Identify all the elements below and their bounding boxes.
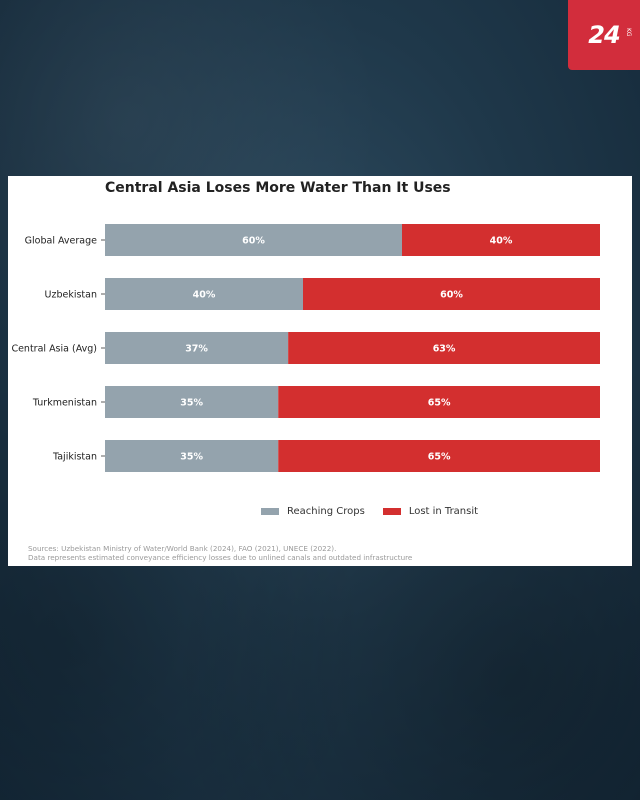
- data-label-lost-in-transit-uzbekistan: 60%: [440, 290, 463, 301]
- category-label-tajikistan: Tajikistan: [52, 452, 97, 463]
- category-label-turkmenistan: Turkmenistan: [32, 398, 97, 409]
- data-label-reaching-crops-tajikistan: 35%: [180, 452, 203, 463]
- bar-lost-in-transit-tajikistan[interactable]: [278, 440, 600, 472]
- legend-swatch-reaching-crops: [261, 508, 279, 515]
- data-label-lost-in-transit-turkmenistan: 65%: [428, 398, 451, 409]
- data-label-reaching-crops-uzbekistan: 40%: [193, 290, 216, 301]
- bar-lost-in-transit-global-average[interactable]: [402, 224, 600, 256]
- bar-reaching-crops-global-average[interactable]: [105, 224, 402, 256]
- legend-label-lost-in-transit: Lost in Transit: [408, 506, 479, 517]
- legend-item-lost-in-transit: Lost in Transit: [382, 506, 479, 517]
- brand-logo[interactable]: 24 KG: [568, 0, 640, 70]
- bar-reaching-crops-uzbekistan[interactable]: [105, 278, 303, 310]
- bar-reaching-crops-tajikistan[interactable]: [105, 440, 279, 472]
- sources-note: Data represents estimated conveyance eff…: [28, 553, 413, 562]
- bar-reaching-crops-turkmenistan[interactable]: [105, 386, 279, 418]
- bar-lost-in-transit-turkmenistan[interactable]: [278, 386, 600, 418]
- data-label-reaching-crops-global-average: 60%: [242, 236, 265, 247]
- legend-item-reaching-crops: Reaching Crops: [261, 506, 365, 517]
- legend-label-reaching-crops: Reaching Crops: [287, 506, 365, 517]
- logo-text: 24: [588, 21, 620, 49]
- category-label-uzbekistan: Uzbekistan: [45, 290, 97, 301]
- bar-lost-in-transit-uzbekistan[interactable]: [303, 278, 600, 310]
- chart-sources: Sources: Uzbekistan Ministry of Water/Wo…: [28, 544, 412, 562]
- logo-subtext: KG: [625, 28, 632, 37]
- stacked-bar-chart: Global Average 60% 40% Uzbekistan 40% 60% Cent…: [11, 224, 600, 472]
- legend-swatch-lost-in-transit: [382, 508, 401, 515]
- data-label-lost-in-transit-tajikistan: 65%: [428, 452, 451, 463]
- bar-lost-in-transit-central-asia-avg[interactable]: [288, 332, 600, 364]
- data-label-reaching-crops-central-asia-avg: 37%: [185, 344, 208, 355]
- data-label-lost-in-transit-global-average: 40%: [490, 236, 513, 247]
- chart-card: Central Asia Loses More Water Than It Us…: [8, 176, 632, 566]
- data-label-reaching-crops-turkmenistan: 35%: [180, 398, 203, 409]
- data-label-lost-in-transit-central-asia-avg: 63%: [433, 344, 456, 355]
- sources-line: Sources: Uzbekistan Ministry of Water/Wo…: [28, 544, 337, 553]
- chart-legend: Reaching Crops Lost in Transit: [261, 506, 478, 517]
- category-label-central-asia-avg: Central Asia (Avg): [11, 344, 97, 355]
- category-label-global-average: Global Average: [25, 236, 97, 247]
- chart-title: Central Asia Loses More Water Than It Us…: [105, 180, 451, 196]
- bar-reaching-crops-central-asia-avg[interactable]: [105, 332, 289, 364]
